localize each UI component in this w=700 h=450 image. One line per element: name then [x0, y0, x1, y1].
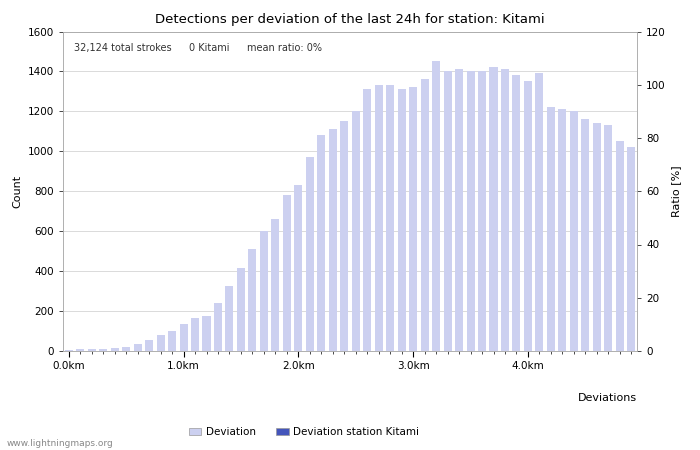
Bar [374, 86, 383, 351]
Title: Detections per deviation of the last 24h for station: Kitami: Detections per deviation of the last 24h… [155, 13, 545, 26]
Bar [294, 185, 302, 351]
Bar [191, 318, 199, 351]
Bar [248, 249, 256, 351]
Bar [581, 119, 589, 351]
Bar [202, 316, 211, 351]
Bar [616, 141, 624, 351]
Bar [570, 112, 578, 351]
Bar [168, 331, 176, 351]
Bar [604, 126, 612, 351]
Bar [432, 62, 440, 351]
Bar [524, 81, 532, 351]
Bar [398, 90, 406, 351]
Bar [306, 158, 314, 351]
Bar [593, 123, 601, 351]
Bar [536, 73, 543, 351]
Bar [547, 108, 555, 351]
Bar [99, 349, 107, 351]
Bar [478, 72, 486, 351]
Bar [340, 122, 349, 351]
Bar [559, 109, 566, 351]
Bar [317, 135, 326, 351]
Bar [134, 344, 141, 351]
Bar [76, 349, 84, 351]
Bar [466, 72, 475, 351]
Bar [421, 79, 428, 351]
Bar [386, 86, 394, 351]
Bar [501, 69, 509, 351]
Y-axis label: Ratio [%]: Ratio [%] [671, 166, 681, 217]
Text: 32,124 total strokes: 32,124 total strokes [74, 43, 172, 53]
Y-axis label: Count: Count [12, 175, 22, 208]
Bar [145, 340, 153, 351]
Bar [489, 68, 498, 351]
Bar [455, 69, 463, 351]
Bar [283, 195, 291, 351]
Text: www.lightningmaps.org: www.lightningmaps.org [7, 439, 113, 448]
Text: mean ratio: 0%: mean ratio: 0% [246, 43, 322, 53]
Bar [512, 76, 521, 351]
Bar [88, 349, 96, 351]
Bar [122, 347, 130, 351]
Bar [237, 268, 245, 351]
Bar [64, 350, 73, 351]
Text: 0 Kitami: 0 Kitami [189, 43, 230, 53]
Bar [225, 286, 234, 351]
Bar [409, 87, 417, 351]
Bar [329, 129, 337, 351]
Bar [272, 219, 279, 351]
Bar [627, 147, 636, 351]
Bar [351, 112, 360, 351]
Bar [363, 90, 371, 351]
Bar [111, 348, 119, 351]
Bar [179, 324, 188, 351]
Bar [157, 335, 164, 351]
Bar [260, 231, 268, 351]
Text: Deviations: Deviations [578, 392, 637, 403]
Bar [444, 72, 452, 351]
Bar [214, 303, 222, 351]
